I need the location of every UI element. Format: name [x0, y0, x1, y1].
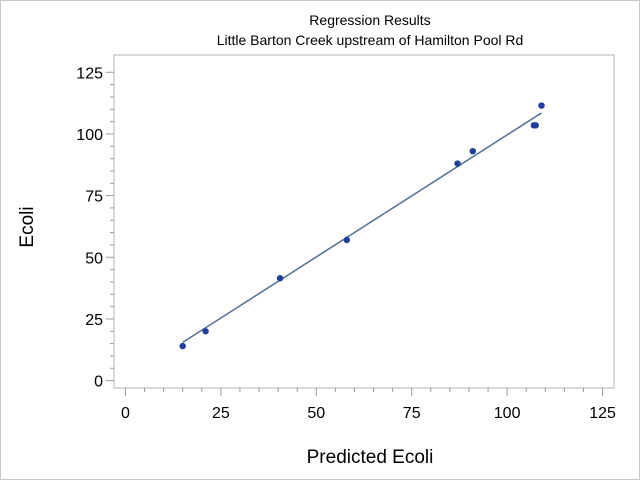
regression-fit-line	[182, 112, 542, 344]
y-tick-label: 25	[85, 312, 103, 329]
y-tick-label: 75	[85, 189, 103, 206]
data-point	[276, 275, 284, 282]
x-tick-label: 125	[589, 405, 616, 422]
data-points	[179, 102, 545, 350]
data-point	[532, 122, 539, 129]
y-axis-label: Ecoli	[17, 206, 38, 247]
chart-title: Regression Results	[309, 12, 430, 28]
x-tick-label: 0	[121, 405, 130, 422]
data-point	[469, 148, 476, 155]
x-tick-label: 75	[403, 405, 421, 422]
x-axis: 0 25 50 75 100 125	[121, 388, 616, 422]
x-axis-label: Predicted Ecoli	[307, 447, 434, 468]
y-tick-label: 100	[76, 127, 103, 144]
data-point	[179, 342, 186, 350]
data-point	[454, 160, 461, 167]
y-tick-label: 125	[76, 65, 103, 82]
fit-line-group	[182, 112, 542, 344]
chart-subtitle: Little Barton Creek upstream of Hamilton…	[217, 32, 524, 48]
data-point	[343, 236, 351, 244]
data-point	[538, 102, 545, 109]
x-tick-label: 25	[212, 405, 230, 422]
x-tick-label: 100	[494, 405, 521, 422]
x-tick-label: 50	[307, 405, 325, 422]
data-point	[202, 328, 209, 335]
y-axis: 0 25 50 75 100 125	[76, 65, 114, 391]
y-tick-label: 50	[85, 250, 103, 267]
y-tick-label: 0	[94, 374, 103, 391]
